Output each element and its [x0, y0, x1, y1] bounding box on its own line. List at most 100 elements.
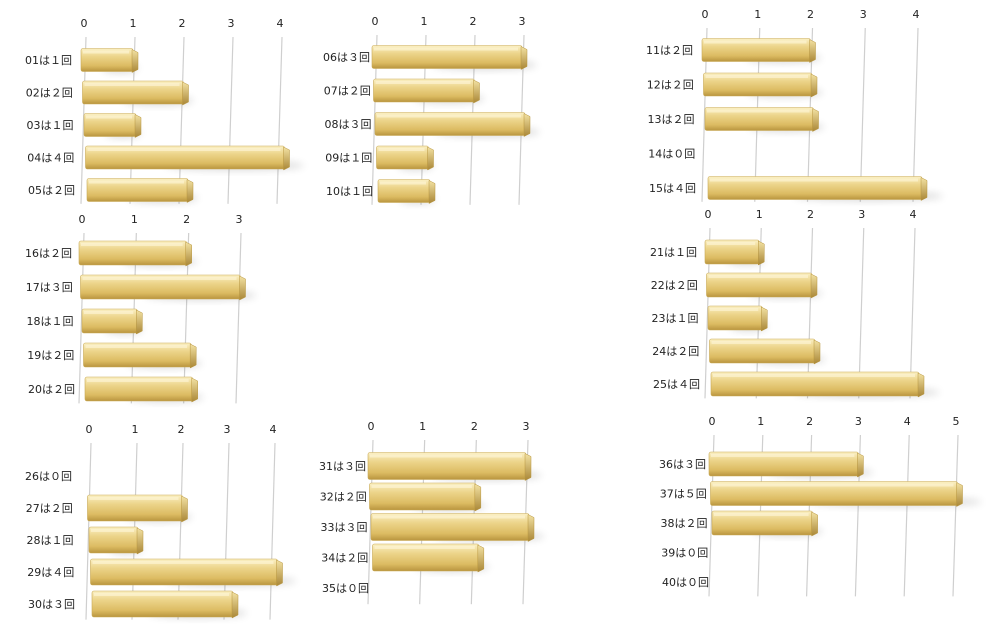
category-label: 30は３回	[28, 598, 75, 611]
bar-end-cap	[283, 146, 290, 171]
category-label: 36は３回	[659, 458, 706, 471]
bar-end-cap	[810, 73, 818, 98]
category-label: 02は２回	[26, 87, 73, 100]
gridline	[912, 27, 919, 202]
bar-end-cap	[520, 46, 528, 70]
tick-label: 1	[756, 208, 763, 221]
tick-label: 1	[754, 8, 761, 21]
bar-end-cap	[185, 241, 192, 267]
chart-8-svg: 0 1 2 3 4 5 36は３回 37は５回 38は２回 39は０回 40は０回	[659, 415, 983, 597]
tick-label: 3	[224, 423, 231, 436]
bar-highlight	[710, 308, 759, 311]
tick-label: 1	[419, 420, 426, 433]
tick-label: 4	[904, 415, 911, 428]
bar-end-cap	[239, 275, 246, 301]
category-label: 24は２回	[652, 345, 699, 358]
bar-highlight	[710, 178, 918, 182]
tick-label: 3	[236, 213, 243, 226]
bar-highlight	[85, 345, 188, 348]
bar-end-cap	[181, 495, 188, 523]
category-label: 07は２回	[324, 85, 371, 98]
tick-label: 2	[470, 15, 477, 28]
category-label: 35は０回	[322, 582, 369, 595]
gridline	[223, 442, 230, 620]
bar-end-cap	[812, 108, 819, 132]
tick-label: 3	[523, 420, 530, 433]
bar-end-cap	[917, 372, 925, 398]
bar-end-cap	[761, 306, 768, 332]
category-label: 28は１回	[27, 534, 74, 547]
chart-panel-2: 0 1 2 3 06は３回 07は２回 08は３回 09は１回 10は１回	[300, 0, 630, 205]
gridline	[903, 434, 910, 597]
category-label: 18は１回	[27, 315, 74, 328]
bar-highlight	[89, 180, 184, 184]
bar-end-cap	[523, 113, 531, 137]
bar-end-cap	[131, 49, 139, 73]
bar-end-cap	[810, 273, 818, 299]
category-label: 19は２回	[27, 349, 74, 362]
bar-end-cap	[136, 309, 143, 335]
tick-label: 2	[183, 213, 190, 226]
tick-label: 2	[807, 8, 814, 21]
category-label: 34は２回	[321, 552, 368, 565]
category-label: 09は１回	[325, 152, 372, 165]
chart-panel-7: 0 1 2 3 31は３回 32は２回 33は３回 34は２回 35は０回	[300, 415, 630, 637]
bar-highlight	[84, 83, 180, 86]
bar-end-cap	[186, 179, 194, 203]
category-label: 25は４回	[653, 378, 700, 391]
bar-end-cap	[920, 177, 928, 201]
gridline	[952, 434, 959, 597]
category-label: 16は２回	[25, 247, 72, 260]
bar-highlight	[87, 148, 281, 151]
tick-label: 3	[228, 17, 235, 30]
tick-label: 4	[277, 17, 284, 30]
tick-label: 1	[132, 423, 139, 436]
tick-label: 1	[757, 415, 764, 428]
tick-label: 1	[131, 213, 138, 226]
chart-3-svg: 0 1 2 3 4 11は２回 12は２回 13は２回 14は０回 15は４回	[646, 8, 944, 202]
bar-end-cap	[524, 453, 532, 481]
tick-label: 0	[79, 213, 86, 226]
bar-highlight	[87, 379, 189, 382]
tick-label: 3	[855, 415, 862, 428]
chart-panel-8: 0 1 2 3 4 5 36は３回 37は５回 38は２回 39は０回 40は０回	[630, 410, 986, 637]
chart-panel-6: 0 1 2 3 4 26は０回 27は２回 28は１回 29は４回 30は３回	[0, 415, 300, 637]
category-label: 33は３回	[321, 521, 368, 534]
tick-label: 0	[81, 17, 88, 30]
chart-panel-5: 0 1 2 3 4 21は１回 22は２回 23は１回 24は２回 25は４回	[630, 200, 986, 410]
chart-2-svg: 0 1 2 3 06は３回 07は２回 08は３回 09は１回 10は１回	[323, 15, 540, 205]
bar-highlight	[371, 485, 472, 488]
category-label: 11は２回	[646, 44, 693, 57]
tick-label: 3	[519, 15, 526, 28]
gridline	[85, 442, 92, 620]
tick-label: 0	[368, 420, 375, 433]
gridline	[235, 232, 242, 404]
bar-highlight	[370, 454, 522, 458]
category-label: 10は１回	[326, 185, 373, 198]
gridline	[859, 27, 866, 202]
chart-4-svg: 0 1 2 3 16は２回 17は３回 18は１回 19は２回 20は２回	[25, 213, 257, 404]
bar-highlight	[713, 374, 915, 377]
tick-label: 2	[471, 420, 478, 433]
tick-label: 2	[806, 415, 813, 428]
bar-end-cap	[477, 544, 485, 573]
bar-end-cap	[134, 114, 142, 138]
category-label: 20は２回	[28, 383, 75, 396]
category-label: 13は２回	[648, 113, 695, 126]
bar-highlight	[714, 513, 809, 516]
bar-end-cap	[474, 483, 482, 512]
bar-highlight	[704, 40, 807, 44]
tick-label: 0	[702, 8, 709, 21]
chart-1-svg: 0 1 2 3 4 01は１回 02は２回 03は１回 04は４回 05は２回	[25, 17, 305, 204]
category-label: 21は１回	[650, 246, 697, 259]
bar-end-cap	[956, 482, 963, 507]
tick-label: 4	[910, 208, 917, 221]
category-label: 38は２回	[661, 517, 708, 530]
bar-end-cap	[231, 591, 239, 619]
bar-highlight	[377, 114, 521, 118]
gridline	[269, 442, 276, 620]
bar-highlight	[707, 109, 810, 113]
tick-label: 0	[86, 423, 93, 436]
category-label: 06は３回	[323, 51, 370, 64]
tick-label: 2	[807, 208, 814, 221]
